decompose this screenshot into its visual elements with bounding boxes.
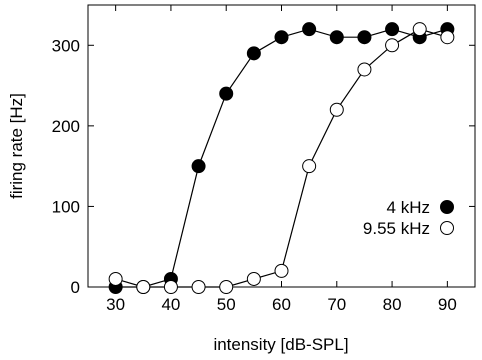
x-tick-label: 40 <box>161 295 180 314</box>
x-axis-label: intensity [dB-SPL] <box>213 335 348 354</box>
legend-marker-9-55khz <box>440 221 454 235</box>
series-line-open <box>115 28 448 288</box>
series-lines <box>115 28 448 288</box>
data-point-open <box>385 38 400 53</box>
data-point-open <box>274 263 289 278</box>
data-point-open <box>302 159 317 174</box>
plot-frame <box>87 4 476 288</box>
series-line-filled <box>115 28 448 288</box>
data-point-filled <box>302 22 317 37</box>
data-point-open <box>329 102 344 117</box>
legend: 4 kHz 9.55 kHz <box>363 198 454 238</box>
data-point-open <box>191 280 206 294</box>
data-point-open <box>246 271 261 286</box>
y-axis-label: firing rate [Hz] <box>7 93 26 199</box>
data-point-filled <box>357 30 372 45</box>
x-tick-label: 70 <box>327 295 346 314</box>
data-point-open <box>357 62 372 77</box>
x-tick-label: 80 <box>383 295 402 314</box>
data-point-open <box>136 280 151 294</box>
y-tick-label: 100 <box>52 197 80 216</box>
data-point-open <box>219 280 234 294</box>
data-point-open <box>163 280 178 294</box>
data-point-filled <box>219 86 234 101</box>
y-tick-label: 0 <box>71 278 80 297</box>
y-tick-label: 200 <box>52 117 80 136</box>
legend-label-4khz: 4 kHz <box>387 198 430 217</box>
data-point-filled <box>385 22 400 37</box>
x-tick-label: 30 <box>106 295 125 314</box>
legend-marker-4khz <box>440 200 454 214</box>
x-tick-label: 50 <box>217 295 236 314</box>
series-points <box>108 22 455 294</box>
data-point-filled <box>246 46 261 61</box>
y-tick-label: 300 <box>52 36 80 55</box>
legend-label-9-55khz: 9.55 kHz <box>363 219 430 238</box>
data-point-filled <box>191 159 206 174</box>
x-tick-label: 60 <box>272 295 291 314</box>
x-tick-label: 90 <box>438 295 457 314</box>
data-point-filled <box>329 30 344 45</box>
data-point-open <box>440 30 455 45</box>
data-point-open <box>412 22 427 37</box>
data-point-open <box>108 271 123 286</box>
axis-ticks: 30 40 50 60 70 80 90 0 100 200 300 <box>52 5 475 314</box>
data-point-filled <box>274 30 289 45</box>
